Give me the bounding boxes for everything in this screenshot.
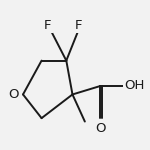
Text: F: F — [44, 19, 51, 32]
Text: O: O — [9, 88, 19, 101]
Text: OH: OH — [124, 80, 145, 93]
Text: F: F — [75, 19, 82, 32]
Text: O: O — [95, 122, 106, 135]
